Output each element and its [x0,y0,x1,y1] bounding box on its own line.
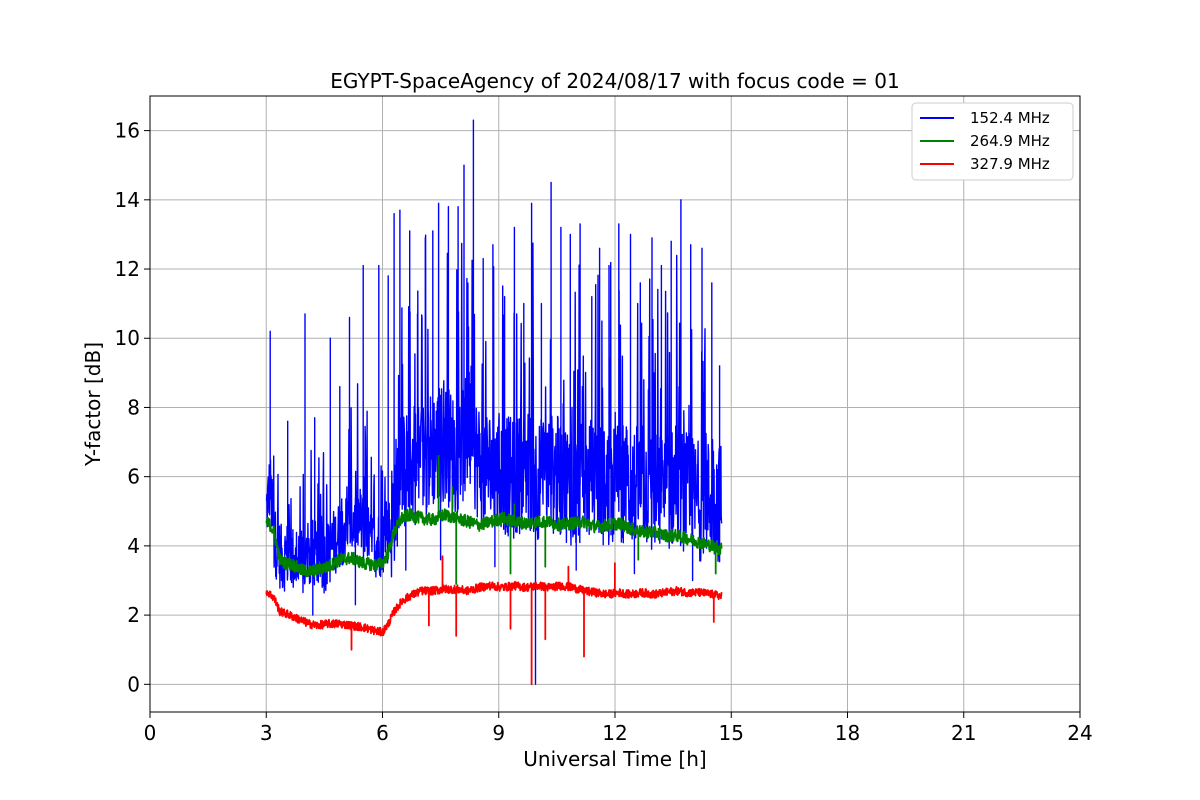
x-tick-label: 21 [951,721,976,745]
series-line-1 [265,455,723,585]
y-tick-label: 16 [115,119,140,143]
legend-label-2: 327.9 MHz [970,155,1050,173]
legend-label-1: 264.9 MHz [970,132,1050,150]
y-tick-label: 0 [127,672,140,696]
legend: 152.4 MHz 264.9 MHz 327.9 MHz [911,102,1074,181]
y-axis: 0 2 4 6 8 10 12 14 16 [115,119,150,696]
y-axis-label: Y-factor [dB] [81,342,105,467]
x-tick-label: 15 [719,721,744,745]
x-tick-label: 9 [492,721,505,745]
x-tick-label: 3 [260,721,273,745]
chart-title: EGYPT-SpaceAgency of 2024/08/17 with foc… [330,69,899,93]
y-tick-label: 12 [115,257,140,281]
series-group [265,119,723,686]
x-tick-label: 24 [1067,721,1092,745]
y-tick-label: 8 [127,395,140,419]
x-tick-label: 12 [602,721,627,745]
series-line-2 [265,555,723,686]
legend-box [911,102,1074,181]
y-tick-label: 10 [115,326,140,350]
x-tick-label: 0 [144,721,157,745]
y-tick-label: 4 [127,534,140,558]
y-tick-label: 6 [127,465,140,489]
y-tick-label: 2 [127,603,140,627]
y-tick-label: 14 [115,188,140,212]
x-axis: 0 3 6 9 12 15 18 21 24 [144,712,1093,745]
x-tick-label: 6 [376,721,389,745]
x-axis-label: Universal Time [h] [523,747,706,771]
legend-label-0: 152.4 MHz [970,109,1050,127]
x-tick-label: 18 [835,721,860,745]
